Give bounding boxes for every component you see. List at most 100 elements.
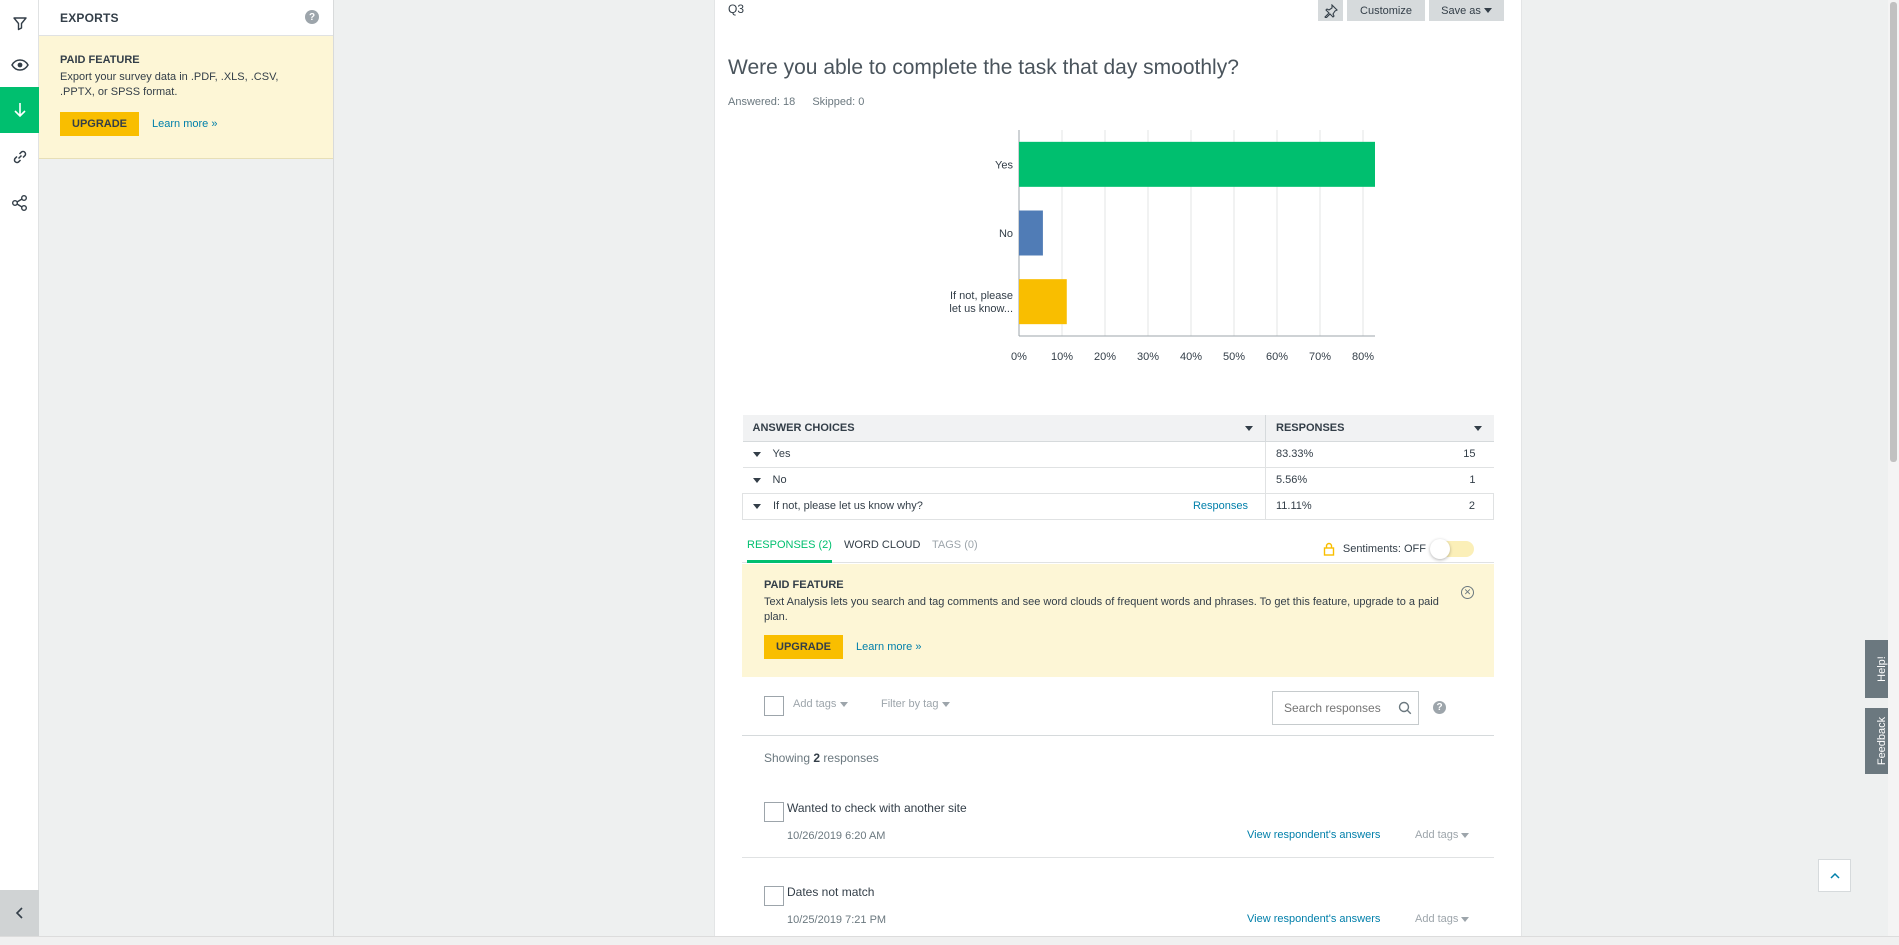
expand-caret-icon[interactable] bbox=[753, 503, 761, 509]
paid-feature-title: PAID FEATURE bbox=[764, 579, 844, 591]
chevron-left-icon bbox=[15, 907, 23, 919]
help-icon[interactable]: ? bbox=[1433, 701, 1446, 714]
response-checkbox[interactable] bbox=[764, 802, 784, 822]
responses-header[interactable]: RESPONSES bbox=[1265, 415, 1494, 442]
learn-more-link[interactable]: Learn more » bbox=[856, 641, 922, 653]
panel-header: EXPORTS ? bbox=[39, 0, 333, 36]
category-label: No bbox=[999, 228, 1013, 240]
select-all-checkbox[interactable] bbox=[764, 696, 784, 716]
help-icon[interactable]: ? bbox=[305, 10, 319, 24]
answer-choices-table: ANSWER CHOICES RESPONSES Yes 83.33% 15 No… bbox=[742, 415, 1494, 520]
choice-percent: 83.33% bbox=[1276, 448, 1314, 460]
response-date: 10/25/2019 7:21 PM bbox=[787, 914, 887, 926]
choice-label: If not, please let us know why? bbox=[773, 500, 923, 512]
upgrade-button[interactable]: UPGRADE bbox=[764, 635, 844, 659]
question-title: Were you able to complete the task that … bbox=[728, 56, 1239, 79]
category-label: If not, please let us know... bbox=[949, 290, 1013, 315]
filter-icon[interactable] bbox=[0, 0, 39, 46]
link-icon[interactable] bbox=[0, 134, 39, 180]
download-icon[interactable] bbox=[0, 87, 39, 133]
collapse-sidebar-button[interactable] bbox=[0, 890, 39, 936]
choice-percent: 5.56% bbox=[1276, 474, 1308, 486]
panel-title: EXPORTS bbox=[60, 10, 119, 25]
table-row: Yes 83.33% 15 bbox=[742, 441, 1494, 468]
chevron-down-icon bbox=[1461, 832, 1470, 838]
view-respondent-link[interactable]: View respondent's answers bbox=[1247, 829, 1381, 841]
choice-percent: 11.11% bbox=[1276, 500, 1312, 512]
scrollbar[interactable] bbox=[1888, 0, 1899, 936]
sentiments-label: Sentiments: OFF bbox=[1342, 543, 1426, 555]
question-card: Q3 Customize Save as Were you able to co… bbox=[714, 0, 1522, 936]
bar-chart: Yes No If not, please let us know... 0% 10% 2… bbox=[949, 130, 1375, 363]
responses-link[interactable]: Responses bbox=[1192, 500, 1248, 512]
search-input[interactable] bbox=[1272, 691, 1419, 725]
upgrade-button[interactable]: UPGRADE bbox=[60, 112, 140, 136]
answered-count: Answered: 18 bbox=[728, 96, 796, 108]
sentiments-toggle[interactable] bbox=[1430, 539, 1474, 559]
chart-bar[interactable] bbox=[1019, 141, 1375, 187]
search-icon[interactable] bbox=[1398, 701, 1412, 715]
chevron-down-icon bbox=[840, 701, 849, 707]
tab-word-cloud[interactable]: WORD CLOUD bbox=[844, 539, 921, 551]
tab-tags[interactable]: TAGS (0) bbox=[932, 539, 978, 551]
x-tick-label: 20% bbox=[1094, 351, 1116, 363]
chart-bar[interactable] bbox=[1019, 210, 1043, 256]
x-tick-label: 50% bbox=[1223, 351, 1245, 363]
x-tick-label: 60% bbox=[1266, 351, 1288, 363]
x-tick-label: 70% bbox=[1309, 351, 1331, 363]
table-row: No 5.56% 1 bbox=[742, 467, 1494, 494]
close-icon[interactable]: ✕ bbox=[1461, 586, 1474, 599]
share-icon[interactable] bbox=[0, 180, 39, 226]
add-tags-dropdown[interactable]: Add tags bbox=[793, 698, 849, 710]
x-tick-label: 30% bbox=[1137, 351, 1159, 363]
lock-icon bbox=[1323, 542, 1335, 556]
response-checkbox[interactable] bbox=[764, 886, 784, 906]
x-tick-label: 40% bbox=[1180, 351, 1202, 363]
chevron-down-icon bbox=[942, 701, 951, 707]
save-as-button[interactable]: Save as bbox=[1429, 0, 1504, 21]
skipped-count: Skipped: 0 bbox=[812, 96, 865, 108]
scrollbar-thumb[interactable] bbox=[1890, 2, 1897, 462]
chevron-down-icon bbox=[1483, 8, 1492, 13]
view-respondent-link[interactable]: View respondent's answers bbox=[1247, 913, 1381, 925]
choice-label: No bbox=[772, 474, 787, 486]
learn-more-link[interactable]: Learn more » bbox=[152, 118, 218, 130]
choice-count: 2 bbox=[1468, 500, 1475, 512]
x-tick-label: 0% bbox=[1011, 351, 1027, 363]
paid-feature-title: PAID FEATURE bbox=[60, 54, 140, 66]
chart-bar[interactable] bbox=[1019, 279, 1067, 325]
customize-button[interactable]: Customize bbox=[1347, 0, 1425, 21]
x-tick-label: 10% bbox=[1051, 351, 1073, 363]
answer-choices-header[interactable]: ANSWER CHOICES bbox=[742, 415, 1266, 442]
paid-feature-box: PAID FEATURE Export your survey data in … bbox=[39, 36, 333, 159]
exports-panel: EXPORTS ? PAID FEATURE Export your surve… bbox=[39, 0, 334, 936]
scroll-to-top-button[interactable] bbox=[1818, 859, 1851, 892]
chevron-down-icon bbox=[1245, 426, 1253, 431]
pin-button[interactable] bbox=[1318, 0, 1343, 21]
question-stats: Answered: 18 Skipped: 0 bbox=[728, 96, 878, 108]
add-tags-dropdown[interactable]: Add tags bbox=[1415, 829, 1470, 841]
category-label: Yes bbox=[995, 159, 1013, 171]
x-tick-label: 80% bbox=[1352, 351, 1374, 363]
text-analysis-paid-box: PAID FEATURE Text Analysis lets you sear… bbox=[742, 564, 1494, 677]
save-as-label: Save as bbox=[1441, 4, 1481, 17]
eye-icon[interactable] bbox=[0, 42, 39, 88]
filter-by-tag-dropdown[interactable]: Filter by tag bbox=[881, 698, 951, 710]
pin-icon bbox=[1323, 3, 1338, 18]
list-item: Wanted to check with another site 10/26/… bbox=[742, 774, 1494, 858]
main-area: Q3 Customize Save as Were you able to co… bbox=[334, 0, 1899, 936]
question-number: Q3 bbox=[728, 2, 745, 16]
paid-feature-description: Export your survey data in .PDF, .XLS, .… bbox=[60, 71, 279, 98]
response-filters: Add tags Filter by tag ? bbox=[742, 678, 1494, 736]
add-tags-dropdown[interactable]: Add tags bbox=[1415, 913, 1470, 925]
list-item: Dates not match 10/25/2019 7:21 PM View … bbox=[742, 858, 1494, 936]
sentiments-control: Sentiments: OFF bbox=[1323, 539, 1474, 559]
expand-caret-icon[interactable] bbox=[752, 451, 761, 457]
chevron-down-icon bbox=[1473, 426, 1482, 431]
tab-responses[interactable]: RESPONSES (2) bbox=[747, 537, 832, 563]
table-row: If not, please let us know why? Responses… bbox=[742, 493, 1494, 520]
response-text: Wanted to check with another site bbox=[787, 801, 967, 815]
left-icon-bar bbox=[0, 0, 39, 945]
expand-caret-icon[interactable] bbox=[752, 477, 761, 483]
response-date: 10/26/2019 6:20 AM bbox=[787, 830, 886, 842]
